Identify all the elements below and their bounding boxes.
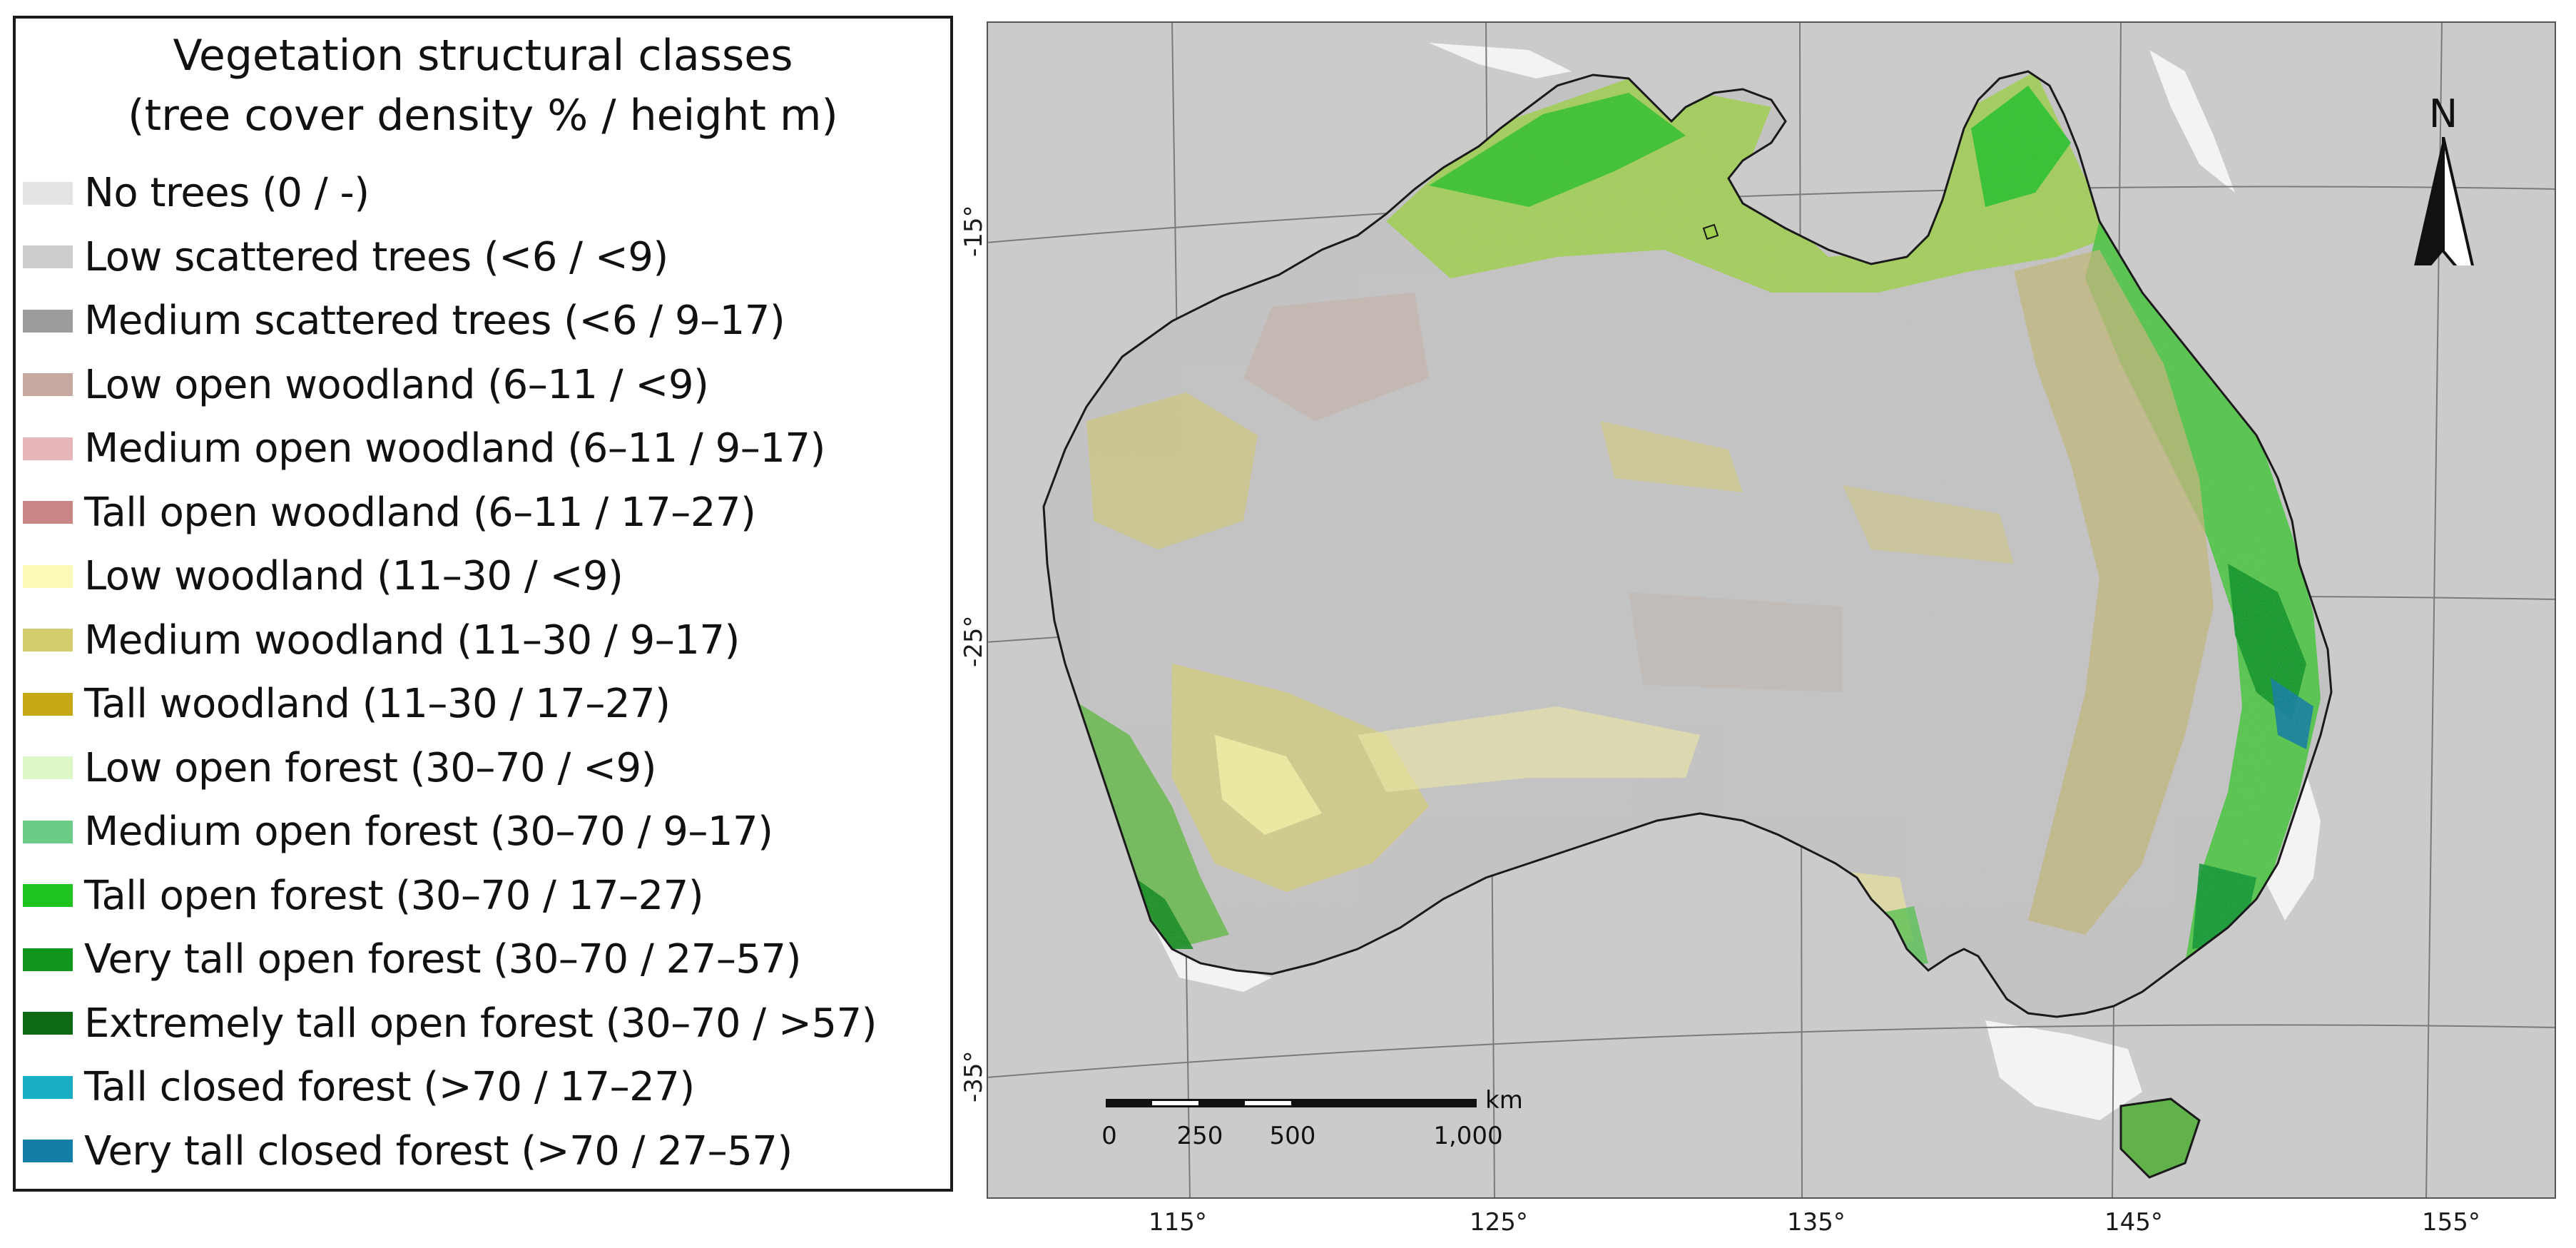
legend-label: Very tall closed forest (>70 / 27–57) xyxy=(84,1127,793,1175)
legend-swatch xyxy=(23,820,73,843)
north-label: N xyxy=(2428,91,2458,136)
latitude-label-35: -35° xyxy=(959,1050,988,1102)
longitude-label-125: 125° xyxy=(1470,1208,1528,1237)
legend-item: Medium open woodland (6–11 / 9–17) xyxy=(23,417,950,481)
legend-label: Very tall open forest (30–70 / 27–57) xyxy=(84,936,801,983)
legend-swatch xyxy=(23,501,73,524)
legend-item: Tall open forest (30–70 / 17–27) xyxy=(23,864,950,928)
scale-tick-500: 500 xyxy=(1269,1122,1316,1150)
legend-item: Tall woodland (11–30 / 17–27) xyxy=(23,672,950,736)
legend-label: Low woodland (11–30 / <9) xyxy=(84,553,623,600)
legend-label: Tall open forest (30–70 / 17–27) xyxy=(84,872,704,919)
map-legend: Vegetation structural classes (tree cove… xyxy=(13,16,953,1192)
longitude-label-135: 135° xyxy=(1787,1208,1846,1237)
legend-item: Tall open woodland (6–11 / 17–27) xyxy=(23,481,950,545)
longitude-label-155: 155° xyxy=(2422,1208,2480,1237)
latitude-label-15: -15° xyxy=(959,205,988,257)
legend-label: Low open forest (30–70 / <9) xyxy=(84,744,657,791)
legend-item: Medium woodland (11–30 / 9–17) xyxy=(23,609,950,673)
legend-label: Tall open woodland (6–11 / 17–27) xyxy=(84,489,756,536)
legend-subtitle: (tree cover density % / height m) xyxy=(128,91,838,141)
legend-item: Low open woodland (6–11 / <9) xyxy=(23,353,950,417)
legend-item: Medium scattered trees (<6 / 9–17) xyxy=(23,289,950,353)
longitude-label-115: 115° xyxy=(1149,1208,1207,1237)
longitude-label-145: 145° xyxy=(2104,1208,2163,1237)
legend-label: Low scattered trees (<6 / <9) xyxy=(84,233,668,280)
legend-title: Vegetation structural classes xyxy=(173,31,793,81)
legend-label: Extremely tall open forest (30–70 / >57) xyxy=(84,1000,877,1047)
map-frame xyxy=(987,21,2556,1199)
legend-label: No trees (0 / -) xyxy=(84,170,370,217)
legend-item: Extremely tall open forest (30–70 / >57) xyxy=(23,992,950,1056)
legend-label: Medium open woodland (6–11 / 9–17) xyxy=(84,425,825,472)
legend-swatch xyxy=(23,1140,73,1163)
legend-swatch xyxy=(23,245,73,269)
legend-swatch xyxy=(23,373,73,397)
legend-swatch xyxy=(23,437,73,460)
island xyxy=(1702,223,1719,240)
legend-item: Very tall closed forest (>70 / 27–57) xyxy=(23,1120,950,1184)
legend-swatch xyxy=(23,692,73,716)
scale-bar: 0 250 500 1,000 km xyxy=(1101,1086,1523,1163)
legend-label: Medium open forest (30–70 / 9–17) xyxy=(84,808,773,856)
no-data-region xyxy=(1985,1020,2142,1120)
legend-item: Medium open forest (30–70 / 9–17) xyxy=(23,800,950,864)
legend-item: Low woodland (11–30 / <9) xyxy=(23,544,950,609)
latitude-label-25: -25° xyxy=(959,615,988,667)
legend-label: Medium woodland (11–30 / 9–17) xyxy=(84,617,740,664)
scale-unit: km xyxy=(1485,1086,1523,1115)
legend-label: Low open woodland (6–11 / <9) xyxy=(84,361,709,408)
legend-swatch xyxy=(23,948,73,971)
australia-vegetation-map xyxy=(987,21,2556,1199)
legend-item: Very tall open forest (30–70 / 27–57) xyxy=(23,928,950,992)
legend-item: Low open forest (30–70 / <9) xyxy=(23,736,950,801)
legend-list: No trees (0 / -) Low scattered trees (<6 … xyxy=(23,161,950,1183)
map-canvas xyxy=(987,21,2556,1199)
scale-tick-250: 250 xyxy=(1176,1122,1223,1150)
north-arrow: N xyxy=(2404,91,2483,265)
tasmania xyxy=(2119,1097,2201,1179)
legend-swatch xyxy=(23,181,73,205)
legend-swatch xyxy=(23,1075,73,1099)
legend-label: Medium scattered trees (<6 / 9–17) xyxy=(84,298,785,345)
legend-label: Tall closed forest (>70 / 17–27) xyxy=(84,1064,695,1111)
legend-item: Low scattered trees (<6 / <9) xyxy=(23,225,950,290)
no-data-region xyxy=(2149,50,2235,193)
legend-item: No trees (0 / -) xyxy=(23,161,950,225)
legend-label: Tall woodland (11–30 / 17–27) xyxy=(84,681,671,728)
north-arrow-icon xyxy=(2414,137,2474,265)
scale-tick-1000: 1,000 xyxy=(1433,1122,1503,1150)
legend-swatch xyxy=(23,1012,73,1035)
scale-tick-0: 0 xyxy=(1101,1122,1117,1150)
legend-swatch xyxy=(23,884,73,908)
legend-swatch xyxy=(23,756,73,780)
no-data-region xyxy=(1151,920,1272,992)
legend-swatch xyxy=(23,629,73,652)
legend-swatch xyxy=(23,564,73,588)
legend-swatch xyxy=(23,309,73,333)
legend-item: Tall closed forest (>70 / 17–27) xyxy=(23,1055,950,1120)
no-data-region xyxy=(1429,43,1572,78)
